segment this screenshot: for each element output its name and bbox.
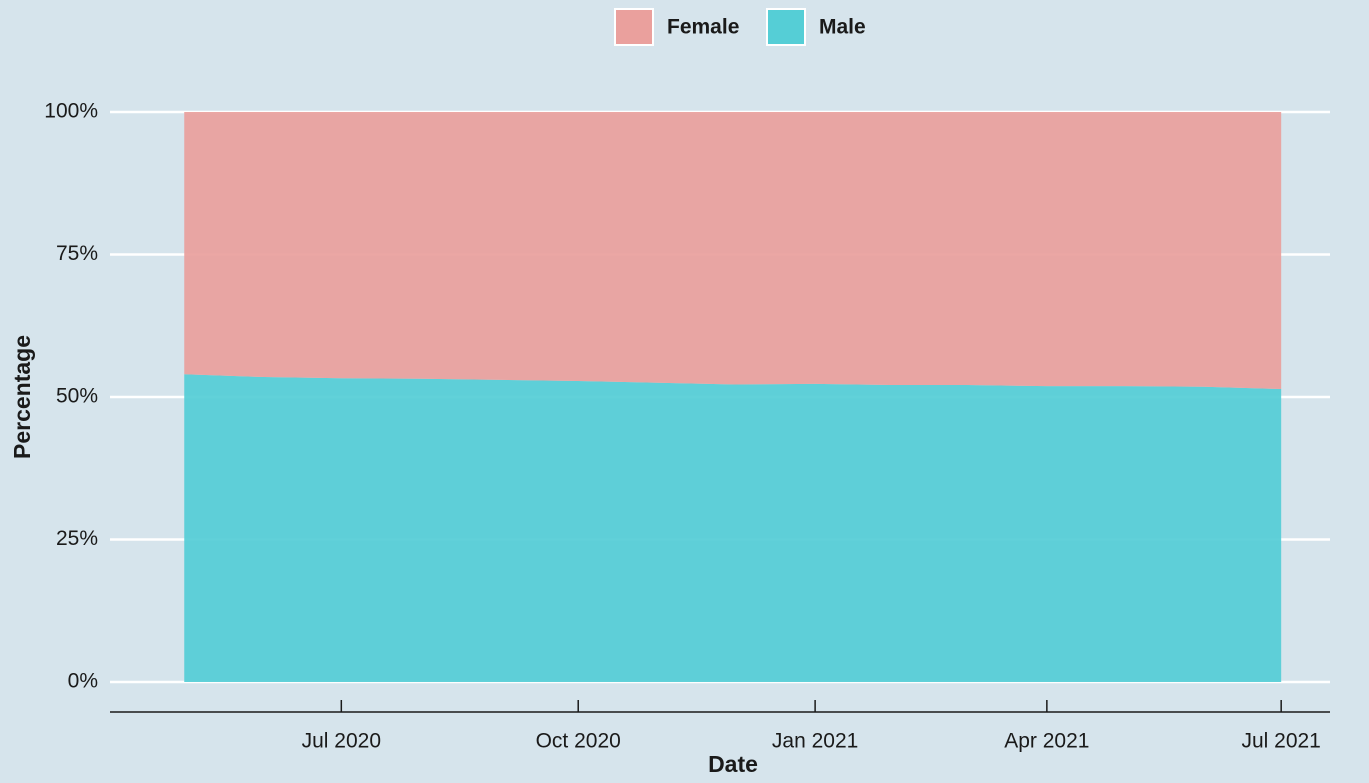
x-tick-label: Jan 2021 (772, 730, 858, 753)
y-axis-label: Percentage (9, 335, 35, 459)
x-axis-label: Date (708, 751, 758, 777)
legend-label: Female (667, 16, 739, 39)
x-tick-label: Jul 2021 (1241, 730, 1320, 753)
legend-swatch (766, 8, 806, 46)
legend-swatch (614, 8, 654, 46)
y-tick-label: 100% (44, 100, 98, 123)
x-tick-label: Oct 2020 (536, 730, 621, 753)
legend-label: Male (819, 16, 866, 39)
area (184, 374, 1282, 682)
y-tick-label: 50% (56, 385, 98, 408)
x-tick-label: Apr 2021 (1004, 730, 1089, 753)
y-tick-label: 0% (68, 670, 98, 693)
y-tick-label: 25% (56, 527, 98, 550)
area (184, 112, 1282, 390)
y-tick-label: 75% (56, 242, 98, 265)
x-tick-label: Jul 2020 (302, 730, 381, 753)
